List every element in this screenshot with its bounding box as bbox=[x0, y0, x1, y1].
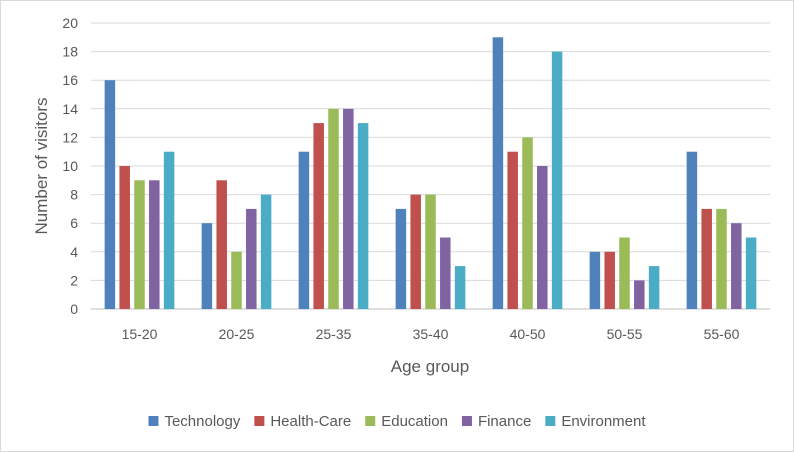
bars bbox=[104, 37, 757, 310]
y-axis-ticks: 0 2 4 6 8 10 12 14 16 18 20 bbox=[62, 15, 78, 317]
bar-health-care-25-35 bbox=[313, 123, 324, 309]
bar-environment-20-25 bbox=[260, 194, 272, 309]
bar-health-care-55-60 bbox=[701, 208, 712, 309]
legend: Technology Health-Care Education Finance Env… bbox=[148, 413, 646, 430]
legend-swatch bbox=[545, 416, 556, 426]
legend-swatch bbox=[461, 416, 472, 426]
legend-item-environment: Environment bbox=[545, 413, 646, 430]
legend-swatch bbox=[148, 416, 159, 426]
y-tick-label: 18 bbox=[62, 44, 78, 60]
y-tick-label: 10 bbox=[62, 158, 78, 174]
bar-education-40-50 bbox=[522, 137, 533, 309]
legend-label: Technology bbox=[164, 413, 240, 430]
bar-finance-55-60 bbox=[731, 223, 742, 309]
bar-technology-35-40 bbox=[395, 208, 407, 309]
bar-education-55-60 bbox=[716, 208, 727, 309]
bar-health-care-15-20 bbox=[119, 166, 130, 309]
bar-finance-40-50 bbox=[537, 166, 548, 309]
legend-swatch bbox=[254, 416, 265, 426]
bar-environment-40-50 bbox=[551, 51, 563, 309]
x-axis-ticks: 15-20 20-25 25-35 35-40 40-50 50-55 55-60 bbox=[122, 326, 740, 342]
bar-education-25-35 bbox=[328, 108, 339, 309]
bar-health-care-20-25 bbox=[216, 180, 227, 309]
x-tick-label: 40-50 bbox=[510, 326, 546, 342]
legend-item-health-care: Health-Care bbox=[254, 413, 351, 430]
bar-education-20-25 bbox=[231, 251, 242, 309]
bar-education-35-40 bbox=[425, 194, 436, 309]
bar-health-care-50-55 bbox=[604, 251, 615, 309]
x-tick-label: 20-25 bbox=[219, 326, 255, 342]
legend-label: Education bbox=[381, 413, 448, 430]
x-tick-label: 50-55 bbox=[607, 326, 643, 342]
y-tick-label: 16 bbox=[62, 72, 78, 88]
y-tick-label: 12 bbox=[62, 129, 78, 145]
x-tick-label: 55-60 bbox=[704, 326, 740, 342]
bar-environment-15-20 bbox=[163, 151, 175, 309]
bar-environment-25-35 bbox=[357, 123, 369, 309]
x-tick-label: 25-35 bbox=[316, 326, 352, 342]
legend-item-technology: Technology bbox=[148, 413, 241, 430]
bar-finance-25-35 bbox=[343, 108, 354, 309]
y-axis-title: Number of visitors bbox=[32, 98, 51, 235]
y-tick-label: 2 bbox=[70, 272, 78, 288]
bar-technology-15-20 bbox=[104, 80, 116, 309]
legend-label: Finance bbox=[478, 413, 531, 430]
bar-finance-15-20 bbox=[149, 180, 160, 309]
bar-environment-35-40 bbox=[454, 266, 466, 309]
bar-finance-35-40 bbox=[440, 237, 451, 309]
bar-finance-50-55 bbox=[634, 280, 645, 309]
y-tick-label: 0 bbox=[70, 301, 78, 317]
bar-technology-50-55 bbox=[589, 251, 601, 309]
bar-technology-55-60 bbox=[686, 151, 698, 309]
bar-education-50-55 bbox=[619, 237, 630, 309]
y-tick-label: 8 bbox=[70, 187, 78, 203]
y-tick-label: 6 bbox=[70, 215, 78, 231]
y-tick-label: 14 bbox=[62, 101, 78, 117]
bar-health-care-40-50 bbox=[507, 151, 518, 309]
bar-health-care-35-40 bbox=[410, 194, 421, 309]
legend-label: Health-Care bbox=[270, 413, 351, 430]
y-tick-label: 20 bbox=[62, 15, 78, 31]
bar-technology-25-35 bbox=[298, 151, 310, 309]
bar-environment-50-55 bbox=[648, 266, 660, 309]
bar-education-15-20 bbox=[134, 180, 145, 309]
bar-finance-20-25 bbox=[246, 208, 257, 309]
bar-technology-40-50 bbox=[492, 37, 504, 310]
legend-item-finance: Finance bbox=[461, 413, 531, 430]
legend-label: Environment bbox=[561, 413, 646, 430]
x-tick-label: 15-20 bbox=[122, 326, 158, 342]
x-tick-label: 35-40 bbox=[413, 326, 449, 342]
bar-technology-20-25 bbox=[201, 223, 213, 309]
bar-environment-55-60 bbox=[745, 237, 757, 309]
x-axis-title: Age group bbox=[391, 357, 469, 376]
legend-swatch bbox=[365, 416, 376, 426]
y-tick-label: 4 bbox=[70, 244, 78, 260]
legend-item-education: Education bbox=[365, 413, 448, 430]
